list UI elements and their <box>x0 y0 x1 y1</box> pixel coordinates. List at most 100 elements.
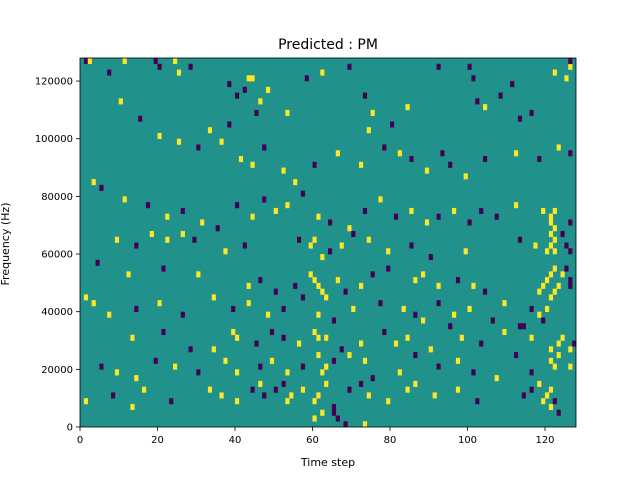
heatmap-cell <box>529 369 534 376</box>
heatmap-cell <box>324 294 329 301</box>
heatmap-cell <box>235 202 240 209</box>
heatmap-cell <box>138 115 143 122</box>
heatmap-cell <box>269 357 275 364</box>
heatmap-cell <box>498 92 503 99</box>
heatmap-cell <box>211 346 216 353</box>
heatmap-cell <box>331 409 337 416</box>
heatmap-cell <box>556 352 561 359</box>
heatmap-cell <box>548 386 554 393</box>
x-tick-label: 40 <box>229 435 242 446</box>
heatmap-cell <box>219 392 224 399</box>
heatmap-cell <box>118 98 123 105</box>
heatmap-cell <box>99 184 104 191</box>
heatmap-cell <box>405 104 410 111</box>
heatmap-cell <box>114 369 120 376</box>
heatmap-cell <box>161 328 166 336</box>
heatmap-cell <box>370 375 375 382</box>
heatmap-cell <box>436 213 441 220</box>
y-axis-ticks: 0 20000 40000 60000 80000 100000 120000 <box>35 77 80 434</box>
heatmap-cell <box>475 398 480 405</box>
heatmap-cell <box>529 386 534 393</box>
heatmap-cell <box>448 323 453 330</box>
y-tick-label: 20000 <box>41 365 73 376</box>
heatmap-cell <box>386 398 391 405</box>
heatmap-cell <box>568 346 573 353</box>
heatmap-cell <box>475 98 480 105</box>
heatmap-cell <box>273 386 278 393</box>
heatmap-cell <box>424 167 430 174</box>
heatmap-cell <box>304 75 309 82</box>
heatmap-cell <box>413 277 418 284</box>
heatmap-cell <box>258 98 263 105</box>
heatmap-cell <box>196 144 201 151</box>
heatmap-cell <box>351 230 356 238</box>
heatmap-cell <box>231 305 236 312</box>
heatmap-cell <box>331 357 337 364</box>
heatmap-cell <box>312 328 317 336</box>
heatmap-cell <box>436 282 441 289</box>
heatmap-cell <box>335 277 340 284</box>
heatmap-cell <box>359 380 364 387</box>
heatmap-cell <box>254 109 259 116</box>
heatmap-cell <box>293 282 298 289</box>
heatmap-cell <box>107 69 112 76</box>
heatmap-cell <box>382 144 387 151</box>
y-tick-label: 0 <box>67 423 73 434</box>
heatmap-cell <box>548 213 554 220</box>
heatmap-cell <box>134 305 139 312</box>
heatmap-cell <box>548 219 554 226</box>
heatmap-cell <box>281 380 286 387</box>
heatmap-cell <box>548 242 554 249</box>
heatmap-cell <box>552 265 557 272</box>
heatmap-cell <box>134 242 139 249</box>
heatmap-cell <box>347 63 352 70</box>
heatmap-cell <box>370 109 375 116</box>
heatmap-cell <box>397 369 402 376</box>
heatmap-cell <box>122 196 127 203</box>
heatmap-cell <box>568 277 573 284</box>
heatmap-cell <box>91 179 96 186</box>
heatmap-cell <box>316 311 321 318</box>
heatmap-cell <box>312 415 317 422</box>
heatmap-cell <box>370 271 375 278</box>
heatmap-cell <box>552 207 557 214</box>
heatmap-cell <box>95 259 100 266</box>
heatmap-cell <box>432 392 437 399</box>
heatmap-cell <box>242 86 247 93</box>
heatmap-cell <box>207 386 213 393</box>
heatmap-cell <box>556 282 561 289</box>
heatmap-cell <box>300 386 306 393</box>
heatmap-cell <box>467 305 472 312</box>
heatmap-cell <box>560 334 565 341</box>
heatmap-cell <box>142 386 147 393</box>
heatmap-cell <box>537 380 542 387</box>
heatmap-cell <box>331 403 337 411</box>
heatmap-cell <box>215 225 220 232</box>
heatmap-cell <box>471 282 476 289</box>
heatmap-cell <box>541 207 546 214</box>
heatmap-cell <box>281 167 286 174</box>
heatmap-cell <box>537 156 542 163</box>
heatmap-cell <box>552 288 557 295</box>
heatmap-cell <box>266 311 271 318</box>
heatmap-cell <box>83 294 89 301</box>
heatmap-cell <box>564 75 569 82</box>
heatmap-cell <box>91 300 96 307</box>
heatmap-cell <box>285 369 290 376</box>
heatmap-cell <box>362 357 368 364</box>
heatmap-cell <box>250 386 255 393</box>
heatmap-cell <box>157 132 162 140</box>
heatmap-cell <box>347 386 352 393</box>
heatmap-cell <box>324 363 329 370</box>
heatmap-cell <box>285 109 290 116</box>
heatmap-cell <box>227 121 232 128</box>
heatmap-cell <box>316 334 321 341</box>
heatmap-cell <box>413 311 418 318</box>
heatmap-cell <box>122 58 127 65</box>
heatmap-cell <box>312 236 317 243</box>
heatmap-cell <box>262 144 267 151</box>
heatmap-cell <box>541 282 546 289</box>
heatmap-cell <box>560 271 565 278</box>
heatmap-cell <box>517 323 523 330</box>
heatmap-cell <box>440 150 445 157</box>
